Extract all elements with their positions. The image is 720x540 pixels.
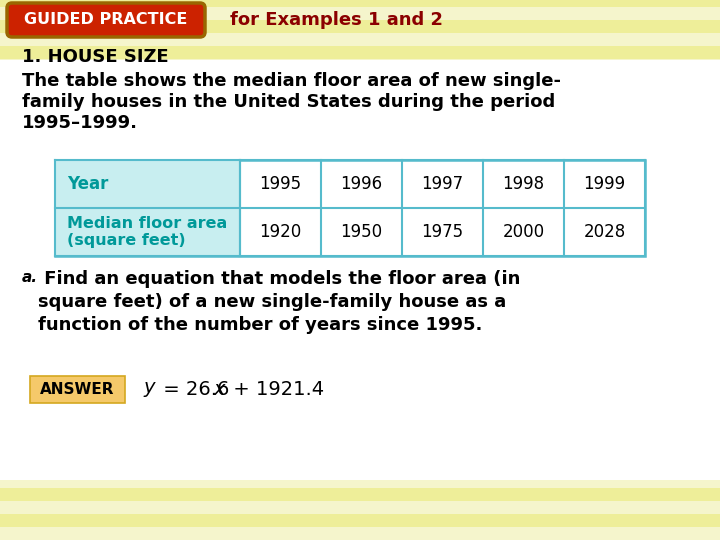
Bar: [0, 449, 720, 462]
Text: Median floor area: Median floor area: [67, 215, 228, 231]
Bar: [0, 150, 720, 163]
Bar: [0, 20, 720, 33]
Bar: [0, 7, 720, 20]
Bar: [0, 72, 720, 85]
Text: 1995: 1995: [259, 175, 302, 193]
Bar: [0, 384, 720, 397]
Bar: [0, 293, 720, 306]
Bar: [0, 280, 720, 293]
Bar: [0, 228, 720, 241]
Bar: [0, 241, 720, 254]
Bar: [0, 189, 720, 202]
Text: 1975: 1975: [421, 223, 464, 241]
Text: family houses in the United States during the period: family houses in the United States durin…: [22, 93, 555, 111]
Text: Year: Year: [67, 175, 109, 193]
Text: 1. HOUSE SIZE: 1. HOUSE SIZE: [22, 48, 168, 66]
Bar: [0, 0, 720, 7]
Text: ANSWER: ANSWER: [40, 382, 114, 397]
Bar: [0, 345, 720, 358]
Bar: [0, 410, 720, 423]
Bar: [55, 160, 645, 256]
Bar: [0, 137, 720, 150]
Text: (square feet): (square feet): [67, 233, 186, 248]
Bar: [0, 436, 720, 449]
Text: 2028: 2028: [583, 223, 626, 241]
Bar: [0, 59, 720, 72]
Text: $x$: $x$: [213, 380, 228, 399]
Text: = 26.6: = 26.6: [157, 380, 230, 399]
Bar: [0, 501, 720, 514]
Bar: [0, 514, 720, 527]
Bar: [55, 208, 240, 256]
Text: for Examples 1 and 2: for Examples 1 and 2: [230, 11, 443, 29]
Bar: [0, 85, 720, 98]
Text: Find an equation that models the floor area (in: Find an equation that models the floor a…: [38, 270, 521, 288]
Bar: [55, 160, 240, 208]
Bar: [0, 462, 720, 475]
Text: a.: a.: [22, 270, 38, 285]
Bar: [0, 33, 720, 46]
Bar: [0, 306, 720, 319]
Bar: [0, 319, 720, 332]
Text: square feet) of a new single-family house as a: square feet) of a new single-family hous…: [38, 293, 506, 311]
Bar: [0, 488, 720, 501]
Bar: [0, 202, 720, 215]
Text: GUIDED PRACTICE: GUIDED PRACTICE: [24, 12, 188, 28]
Text: + 1921.4: + 1921.4: [227, 380, 324, 399]
Bar: [0, 163, 720, 176]
Text: 1996: 1996: [341, 175, 382, 193]
Text: 1950: 1950: [341, 223, 382, 241]
Text: 2000: 2000: [503, 223, 544, 241]
Bar: [0, 358, 720, 371]
Bar: [0, 176, 720, 189]
Bar: [0, 46, 720, 59]
Bar: [0, 371, 720, 384]
Bar: [0, 98, 720, 111]
Text: 1999: 1999: [583, 175, 626, 193]
Text: 1997: 1997: [421, 175, 464, 193]
Bar: [0, 267, 720, 280]
Bar: [0, 397, 720, 410]
Bar: [0, 254, 720, 267]
Text: $y$: $y$: [143, 380, 157, 399]
Bar: [0, 124, 720, 137]
Bar: [0, 332, 720, 345]
FancyBboxPatch shape: [7, 3, 205, 37]
Bar: [0, 423, 720, 436]
Text: 1920: 1920: [259, 223, 302, 241]
Text: 1998: 1998: [503, 175, 544, 193]
Bar: [0, 215, 720, 228]
Bar: [0, 111, 720, 124]
Bar: [30, 376, 125, 403]
Text: The table shows the median floor area of new single-: The table shows the median floor area of…: [22, 72, 561, 90]
Bar: [0, 60, 720, 480]
Text: function of the number of years since 1995.: function of the number of years since 19…: [38, 316, 482, 334]
Bar: [0, 527, 720, 540]
Bar: [0, 475, 720, 488]
Text: 1995–1999.: 1995–1999.: [22, 114, 138, 132]
